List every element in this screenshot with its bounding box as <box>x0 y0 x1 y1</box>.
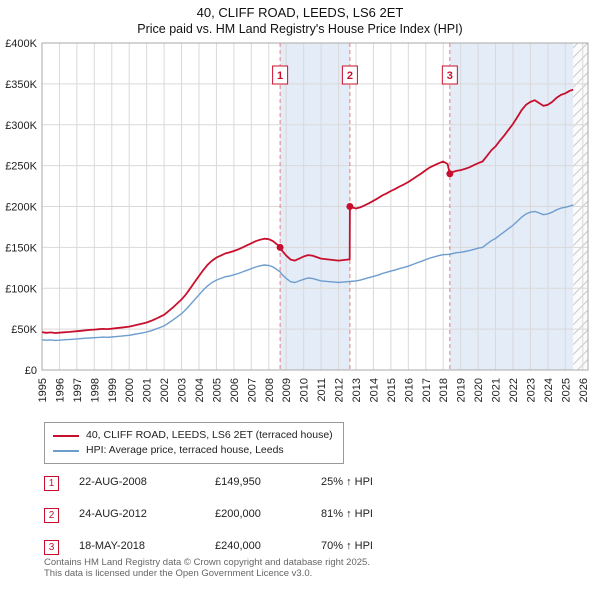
footer: Contains HM Land Registry data © Crown c… <box>44 557 370 579</box>
sale-number-label: 1 <box>277 70 283 82</box>
x-tick-label: 1998 <box>89 378 101 402</box>
y-tick-label: £300K <box>5 120 37 132</box>
x-tick-label: 2012 <box>334 378 346 402</box>
hpi-line <box>41 204 574 342</box>
transaction-date: 18-MAY-2018 <box>79 540 146 552</box>
sale-number-box <box>441 65 458 85</box>
x-tick-label: 2014 <box>368 378 380 402</box>
sale-number-label: 3 <box>447 70 453 82</box>
x-tick-label: 2015 <box>386 378 398 402</box>
x-tick-label: 2016 <box>403 378 415 402</box>
x-tick-label: 2020 <box>473 378 485 402</box>
x-tick-label: 2011 <box>316 378 328 402</box>
sale-point-3 <box>446 170 454 178</box>
x-tick-label: 1997 <box>72 378 84 402</box>
property-price-line <box>41 88 574 334</box>
y-tick-label: £400K <box>5 38 37 50</box>
y-tick-label: £50K <box>11 324 37 336</box>
x-tick-label: 2006 <box>229 378 241 402</box>
x-tick-label: 2013 <box>351 378 363 402</box>
x-tick-label: 2000 <box>124 378 136 402</box>
x-tick-label: 2010 <box>299 378 311 402</box>
transaction-hpi-change: 81% ↑ HPI <box>321 508 373 520</box>
x-tick-label: 2008 <box>264 378 276 402</box>
chart-legend: 40, CLIFF ROAD, LEEDS, LS6 2ET (terraced… <box>44 422 344 464</box>
transaction-number: 3 <box>44 540 59 555</box>
x-tick-label: 2009 <box>281 378 293 402</box>
legend-label-property: 40, CLIFF ROAD, LEEDS, LS6 2ET (terraced… <box>86 429 333 441</box>
x-tick-label: 2022 <box>508 378 520 402</box>
legend-item-property: 40, CLIFF ROAD, LEEDS, LS6 2ET (terraced… <box>53 428 333 443</box>
page-title: 40, CLIFF ROAD, LEEDS, LS6 2ET <box>196 5 404 20</box>
y-tick-label: £0 <box>25 365 37 377</box>
x-tick-label: 2026 <box>578 378 590 402</box>
transaction-date: 24-AUG-2012 <box>79 508 147 520</box>
x-tick-label: 2005 <box>211 378 223 402</box>
transaction-number: 1 <box>44 476 59 491</box>
transaction-hpi-change: 25% ↑ HPI <box>321 476 373 488</box>
x-tick-label: 1995 <box>37 378 49 402</box>
legend-item-hpi: HPI: Average price, terraced house, Leed… <box>53 443 333 458</box>
sale-number-box <box>272 65 289 85</box>
plot-border <box>41 42 589 371</box>
x-tick-label: 1996 <box>54 378 66 402</box>
page-subtitle: Price paid vs. HM Land Registry's House … <box>137 22 463 36</box>
transaction-price: £240,000 <box>215 540 261 552</box>
x-tick-label: 2004 <box>194 378 206 402</box>
y-tick-label: £350K <box>5 79 37 91</box>
transaction-row: 2 24-AUG-2012 £200,000 81% ↑ HPI <box>44 508 574 523</box>
x-tick-label: 2007 <box>246 378 258 402</box>
sale-number-label: 2 <box>347 70 353 82</box>
transaction-number: 2 <box>44 508 59 523</box>
x-tick-label: 2003 <box>177 378 189 402</box>
footer-line2: This data is licensed under the Open Gov… <box>44 568 313 579</box>
footer-line1: Contains HM Land Registry data © Crown c… <box>44 557 370 568</box>
x-tick-label: 2025 <box>560 378 572 402</box>
legend-label-hpi: HPI: Average price, terraced house, Leed… <box>86 444 284 456</box>
transaction-row: 1 22-AUG-2008 £149,950 25% ↑ HPI <box>44 476 574 491</box>
x-tick-label: 2023 <box>525 378 537 402</box>
y-tick-label: £150K <box>5 242 37 254</box>
x-tick-label: 1999 <box>107 378 119 402</box>
x-tick-label: 2017 <box>421 378 433 402</box>
transaction-date: 22-AUG-2008 <box>79 476 147 488</box>
x-tick-label: 2018 <box>438 378 450 402</box>
y-tick-label: £100K <box>5 283 37 295</box>
property-line-swatch <box>53 434 79 437</box>
x-tick-label: 2019 <box>456 378 468 402</box>
sale-number-box <box>341 65 358 85</box>
transaction-price: £149,950 <box>215 476 261 488</box>
sale-point-2 <box>346 203 354 210</box>
sale-point-1 <box>276 243 284 251</box>
transaction-price: £200,000 <box>215 508 261 520</box>
price-chart: 1995 1996 1997 1998 1999 2000 2001 2002 2003 2004… <box>5 38 590 402</box>
y-tick-label: £250K <box>5 161 37 173</box>
transaction-row: 3 18-MAY-2018 £240,000 70% ↑ HPI <box>44 540 574 555</box>
x-tick-label: 2021 <box>491 378 503 402</box>
x-tick-label: 2024 <box>543 378 555 402</box>
transaction-hpi-change: 70% ↑ HPI <box>321 540 373 552</box>
x-tick-label: 2002 <box>159 378 171 402</box>
y-tick-label: £200K <box>5 202 37 214</box>
hpi-line-swatch <box>53 449 79 452</box>
x-tick-label: 2001 <box>142 378 154 402</box>
